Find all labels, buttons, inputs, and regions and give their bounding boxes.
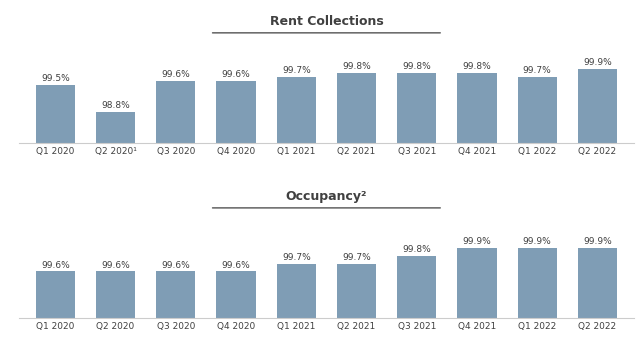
Text: 99.8%: 99.8% (403, 62, 431, 71)
Bar (337, 264, 376, 318)
Bar (578, 69, 617, 143)
Bar (337, 73, 376, 143)
Text: 99.6%: 99.6% (101, 261, 130, 270)
Bar (518, 248, 557, 318)
Bar (458, 248, 497, 318)
Text: 99.9%: 99.9% (583, 237, 612, 246)
Text: 99.7%: 99.7% (282, 66, 310, 75)
Bar (96, 112, 135, 143)
Text: 98.8%: 98.8% (101, 101, 130, 110)
Text: 99.8%: 99.8% (403, 245, 431, 254)
Text: 99.6%: 99.6% (221, 70, 250, 79)
Bar (36, 271, 75, 318)
Text: 99.7%: 99.7% (282, 253, 310, 262)
Text: 99.6%: 99.6% (161, 261, 190, 270)
Text: 99.6%: 99.6% (221, 261, 250, 270)
Bar (216, 81, 255, 143)
Text: 99.7%: 99.7% (342, 253, 371, 262)
Bar (397, 256, 436, 318)
Text: 99.8%: 99.8% (463, 62, 492, 71)
Bar (578, 248, 617, 318)
Text: 99.8%: 99.8% (342, 62, 371, 71)
Bar (518, 77, 557, 143)
Text: 99.9%: 99.9% (523, 237, 552, 246)
Bar (458, 73, 497, 143)
Bar (36, 84, 75, 143)
Bar (156, 81, 195, 143)
Bar (216, 271, 255, 318)
Bar (397, 73, 436, 143)
Bar (276, 264, 316, 318)
Text: 99.6%: 99.6% (161, 70, 190, 79)
Text: 99.7%: 99.7% (523, 66, 552, 75)
Text: 99.9%: 99.9% (583, 58, 612, 67)
Text: 99.5%: 99.5% (41, 74, 70, 83)
Bar (96, 271, 135, 318)
Text: Occupancy²: Occupancy² (285, 190, 367, 203)
Bar (156, 271, 195, 318)
Bar (276, 77, 316, 143)
Text: Rent Collections: Rent Collections (269, 15, 383, 28)
Text: 99.9%: 99.9% (463, 237, 492, 246)
Text: 99.6%: 99.6% (41, 261, 70, 270)
